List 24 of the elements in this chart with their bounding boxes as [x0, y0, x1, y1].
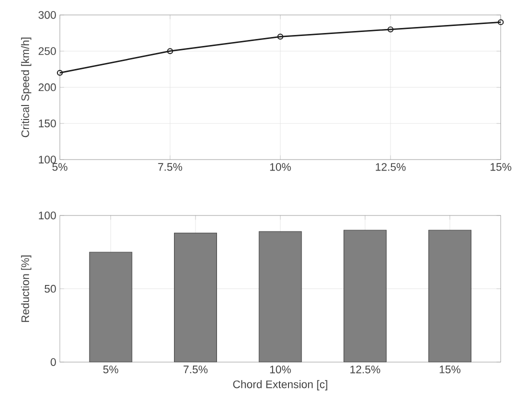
y-tick-label: 0	[50, 358, 56, 366]
x-tick-label: 15%	[440, 366, 460, 374]
x-tick-label: 7.5%	[158, 163, 182, 171]
x-tick-label: 15%	[490, 163, 512, 171]
y-axis-title: Critical Speed [km/h]	[21, 38, 32, 138]
point	[167, 48, 174, 54]
y-tick-label: 300	[38, 11, 56, 19]
x-tick-label: 10%	[270, 163, 291, 171]
y-tick-label: 250	[38, 47, 56, 56]
y-tick-label: 150	[38, 120, 56, 128]
x-tick-label: 5%	[103, 366, 118, 374]
y-axis-title: Reduction [%]	[21, 256, 32, 322]
x-tick-label: 12.5%	[376, 163, 406, 171]
x-tick-label: 7.5%	[184, 366, 208, 374]
y-tick-label: 100	[38, 156, 56, 164]
x-tick-label: 5%	[52, 163, 68, 171]
x-tick-label: 12.5%	[350, 366, 380, 374]
x-axis-title: Chord Extension [c]	[233, 380, 328, 390]
y-tick-label: 100	[38, 212, 56, 220]
y-tick-label: 200	[38, 83, 56, 92]
y-tick-label: 50	[44, 284, 56, 293]
x-tick-label: 10%	[270, 366, 291, 374]
point	[277, 34, 284, 40]
point	[388, 26, 394, 32]
